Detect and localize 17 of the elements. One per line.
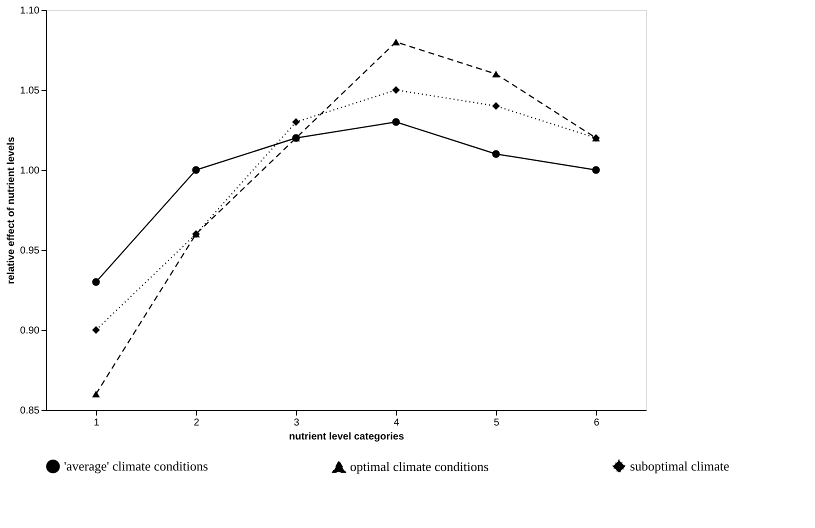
x-tick-label: 3 [294,418,300,428]
y-tick-label: 0.85 [20,406,40,416]
x-tick-label: 6 [594,418,600,428]
y-axis-title: relative effect of nutrient levels [6,136,18,284]
y-tick-label: 0.90 [20,326,40,336]
x-tick-label: 2 [194,418,200,428]
x-tick-label: 1 [94,418,100,428]
y-tick-label: 0.95 [20,246,40,256]
x-tick-label: 5 [494,418,500,428]
x-tick-label: 4 [394,418,400,428]
y-tick-label: 1.05 [20,86,40,96]
y-tick-label: 1.10 [20,6,40,16]
legend-label: 'average' climate conditions [64,458,208,474]
y-tick-label: 1.00 [20,166,40,176]
legend-label: optimal climate conditions [350,458,489,474]
x-axis-title: nutrient level categories [288,432,404,442]
legend-label: suboptimal climate [630,458,730,474]
